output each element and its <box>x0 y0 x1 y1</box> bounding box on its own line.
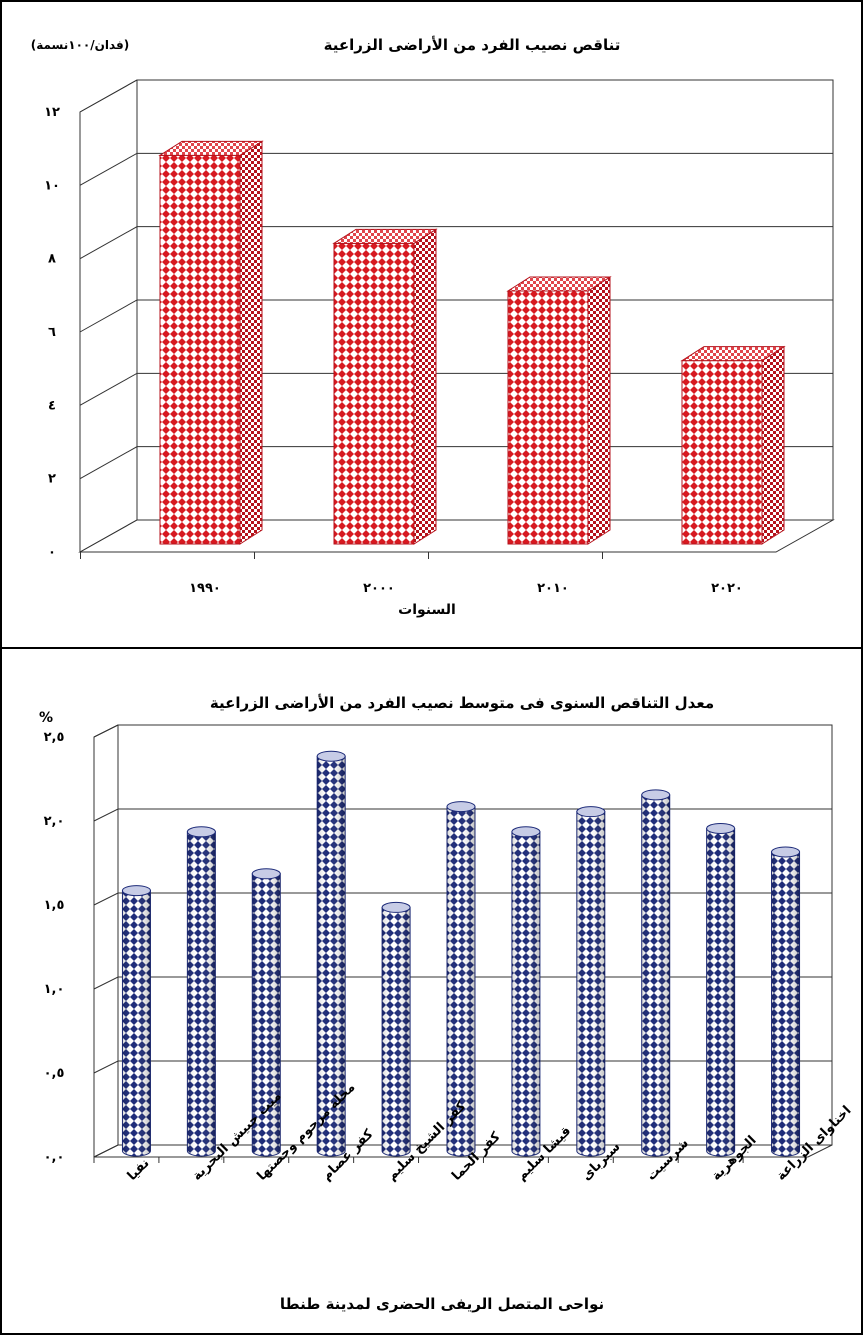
bar <box>158 140 264 545</box>
y-tick-label: ٨ <box>48 252 56 267</box>
x-axis-label: نواحى المتصل الريفى الحضرى لمدينة طنطا <box>280 1295 604 1313</box>
y-tick-label: ٢,٠ <box>44 814 65 829</box>
chart-title: تناقص نصيب الفرد من الأراضى الزراعية <box>324 36 621 54</box>
y-axis-label: % <box>39 710 53 726</box>
x-tick-label: ٢٠١٠ <box>537 581 569 596</box>
cylinders <box>121 750 801 1157</box>
cylinder <box>511 826 541 1157</box>
x-ticks: ١٩٩٠ ٢٠٠٠ ٢٠١٠ ٢٠٢٠ <box>80 552 743 596</box>
cylinder <box>576 806 606 1157</box>
cylinder <box>186 826 216 1157</box>
gridline <box>93 724 832 738</box>
bars <box>158 140 786 545</box>
chart-panel-bottom: معدل التناقص السنوى فى متوسط نصيب الفرد … <box>0 647 863 1335</box>
per-capita-land-chart: تناقص نصيب الفرد من الأراضى الزراعية (فد… <box>31 36 835 618</box>
y-tick-label: ١٢ <box>44 105 60 120</box>
cylinder <box>316 750 346 1157</box>
y-tick-label: ٠,٠ <box>44 1150 65 1165</box>
y-tick-label: ٦ <box>48 325 56 340</box>
cylinder <box>771 846 801 1157</box>
gridline <box>79 152 833 186</box>
x-tick-label: ١٩٩٠ <box>189 581 221 596</box>
y-tick-label: ٤ <box>48 398 56 413</box>
chart-title: معدل التناقص السنوى فى متوسط نصيب الفرد … <box>210 694 714 712</box>
y-tick-label: ١,٠ <box>44 982 65 997</box>
bar <box>680 345 786 545</box>
x-tick-label: نفيا <box>125 1156 153 1184</box>
y-tick-label: ١,٥ <box>44 898 65 913</box>
y-tick-label: ٠ <box>48 545 56 560</box>
x-axis-label: السنوات <box>398 602 456 618</box>
cylinder <box>251 868 281 1157</box>
y-tick-label: ٠,٥ <box>44 1066 65 1081</box>
cylinder <box>121 885 151 1157</box>
y-tick-label: ٢ <box>48 472 56 487</box>
gridline <box>79 226 833 260</box>
bar <box>332 228 438 545</box>
x-tick-label: ٢٠٠٠ <box>363 581 395 596</box>
y-tick-label: ١٠ <box>44 178 60 193</box>
cylinder <box>381 901 411 1157</box>
cylinder <box>446 801 476 1157</box>
bar <box>506 276 612 545</box>
annual-decline-rate-chart: معدل التناقص السنوى فى متوسط نصيب الفرد … <box>39 694 854 1313</box>
chart-panel-top: تناقص نصيب الفرد من الأراضى الزراعية (فد… <box>0 0 863 649</box>
cylinder <box>706 822 736 1157</box>
gridline <box>79 79 833 113</box>
cylinder <box>641 789 671 1157</box>
x-tick-label: ٢٠٢٠ <box>711 581 743 596</box>
y-tick-label: ٢,٥ <box>44 730 65 745</box>
y-axis-label: (فدان/١٠٠نسمة) <box>31 38 130 52</box>
y-ticks: ٠,٠ ٠,٥ ١,٠ ١,٥ ٢,٠ ٢,٥ <box>44 730 65 1165</box>
y-ticks: ٠ ٢ ٤ ٦ ٨ ١٠ ١٢ <box>44 105 60 560</box>
